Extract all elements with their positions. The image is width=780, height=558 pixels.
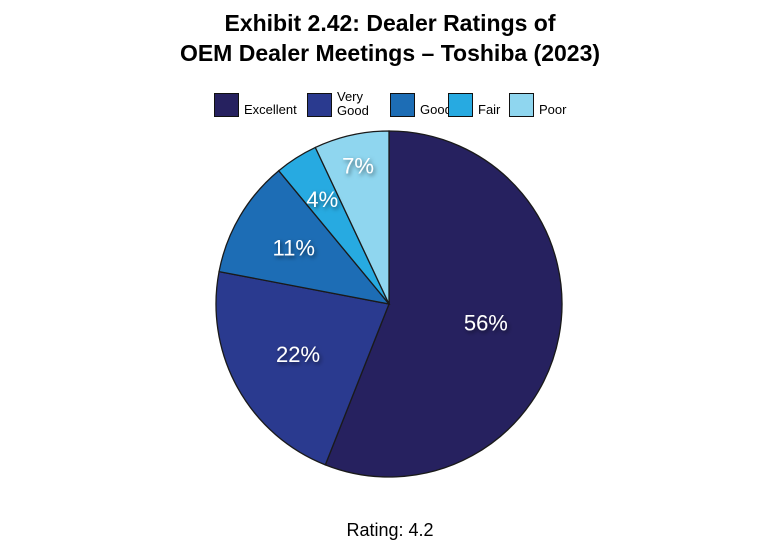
slice-label: 22% (276, 342, 320, 367)
slice-label: 7% (342, 154, 374, 179)
legend-swatch (390, 93, 415, 117)
legend-swatch (448, 93, 473, 117)
legend-label: Excellent (244, 102, 297, 117)
legend-label: Good (420, 102, 452, 117)
pie-slice-excellent (324, 130, 563, 478)
pie-slice-good (218, 169, 391, 305)
legend-label: Poor (539, 102, 567, 117)
pie-slice-very-good (215, 270, 390, 466)
chart-title-line-1: Exhibit 2.42: Dealer Ratings of (224, 10, 556, 36)
legend-swatch (509, 93, 534, 117)
chart-title-line-2: OEM Dealer Meetings – Toshiba (2023) (179, 40, 601, 66)
slice-label: 56% (464, 310, 508, 335)
legend-label: Fair (478, 102, 501, 117)
legend-label: Very (337, 89, 364, 104)
legend-label: Good (337, 103, 369, 118)
rating-text: Rating: 4.2 (346, 520, 434, 540)
legend-swatch (307, 93, 332, 117)
chart-title: Exhibit 2.42: Dealer Ratings of OEM Deal… (0, 8, 780, 68)
legend-swatch (214, 93, 239, 117)
pie-slice-poor (314, 130, 390, 305)
slice-label: 11% (272, 236, 314, 261)
slice-label: 4% (306, 187, 338, 212)
